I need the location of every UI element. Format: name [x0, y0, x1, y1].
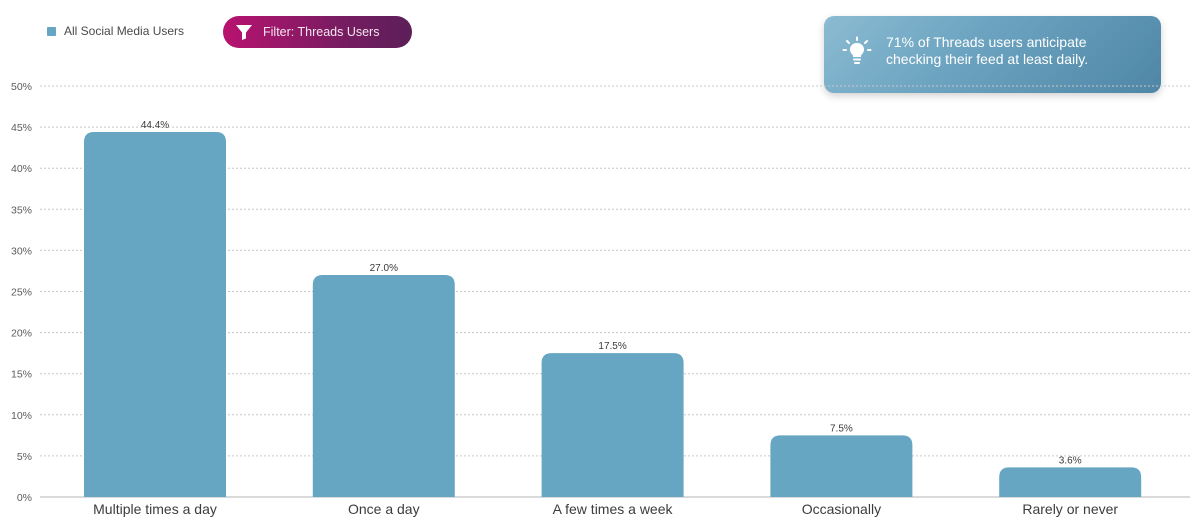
y-tick-label: 15% — [11, 369, 32, 381]
y-tick-label: 40% — [11, 163, 32, 175]
x-category-label: A few times a week — [553, 501, 674, 517]
filter-label: Filter: Threads Users — [263, 25, 380, 39]
y-tick-label: 20% — [11, 328, 32, 340]
insight-text: 71% of Threads users anticipate checking… — [886, 34, 1088, 68]
insight-line-1: 71% of Threads users anticipate — [886, 33, 1087, 50]
bar-value-label: 27.0% — [370, 263, 398, 274]
funnel-icon — [235, 23, 253, 41]
bar[interactable] — [312, 275, 455, 497]
y-tick-label: 5% — [17, 451, 32, 463]
bar[interactable] — [84, 132, 226, 498]
bar-value-label: 44.4% — [141, 120, 169, 131]
x-category-label: Rarely or never — [1022, 501, 1118, 517]
insight-card: 71% of Threads users anticipate checking… — [824, 16, 1161, 93]
bar[interactable] — [541, 353, 684, 497]
filter-button[interactable]: Filter: Threads Users — [223, 16, 412, 48]
y-tick-label: 45% — [11, 122, 32, 134]
bar-value-label: 17.5% — [598, 341, 626, 352]
y-tick-label: 35% — [11, 204, 32, 216]
x-category-label: Occasionally — [802, 501, 881, 517]
bar[interactable] — [999, 467, 1142, 497]
insight-line-2: checking their feed at least daily. — [886, 50, 1089, 67]
x-category-label: Once a day — [348, 501, 420, 517]
bar-value-label: 3.6% — [1059, 455, 1082, 466]
legend: All Social Media Users — [47, 24, 184, 38]
y-tick-label: 25% — [11, 287, 32, 299]
legend-swatch — [47, 26, 56, 36]
bar[interactable] — [770, 435, 913, 497]
bar-value-label: 7.5% — [830, 423, 853, 434]
y-tick-label: 10% — [11, 410, 32, 422]
x-category-label: Multiple times a day — [93, 501, 217, 517]
y-tick-label: 50% — [11, 81, 32, 93]
y-tick-label: 30% — [11, 245, 32, 257]
y-tick-label: 0% — [17, 492, 32, 504]
legend-label: All Social Media Users — [64, 24, 185, 38]
lightbulb-icon — [842, 36, 872, 66]
